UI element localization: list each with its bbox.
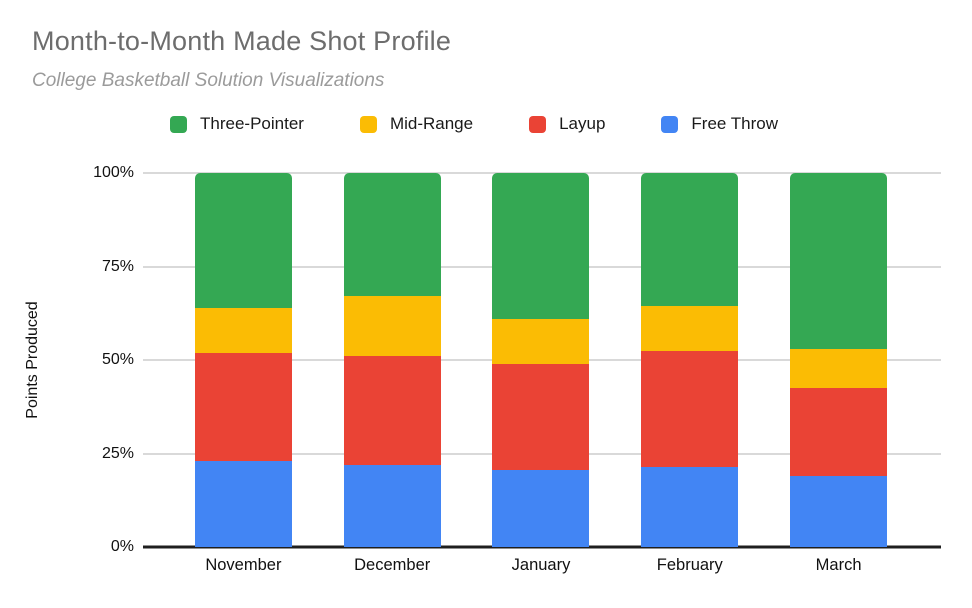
bar-segment-layup xyxy=(492,363,590,471)
bar-slot-november xyxy=(169,173,318,547)
x-axis-label-march: March xyxy=(815,556,862,574)
bar-segment-layup xyxy=(790,388,888,476)
bar-segment-three-pointer xyxy=(343,173,441,297)
legend-label: Layup xyxy=(559,114,606,133)
x-axis-label-february: February xyxy=(656,556,723,574)
legend-item-three-pointer: Three-Pointer xyxy=(170,114,304,134)
bar-segment-three-pointer xyxy=(194,173,292,308)
bar-december xyxy=(343,173,441,547)
legend-label: Mid-Range xyxy=(389,114,474,133)
legend-label: Free Throw xyxy=(691,114,779,133)
bar-segment-mid-range xyxy=(641,305,739,351)
x-axis-label-november: November xyxy=(205,556,282,574)
bar-segment-layup xyxy=(194,352,292,461)
legend-swatch-layup xyxy=(529,115,547,133)
bar-segment-layup xyxy=(641,350,739,467)
legend-label: Three-Pointer xyxy=(200,114,304,133)
bar-february xyxy=(641,173,739,547)
y-axis-tick-label: 50% xyxy=(101,351,134,368)
bar-slot-december xyxy=(318,173,467,547)
bar-segment-three-pointer xyxy=(641,173,739,306)
bar-slot-january xyxy=(467,173,616,547)
legend-swatch-mid-range xyxy=(359,115,377,133)
bar-segment-free-throw xyxy=(790,475,888,547)
bar-segment-three-pointer xyxy=(790,173,888,349)
bar-slot-february xyxy=(615,173,764,547)
bar-november xyxy=(194,173,292,547)
legend-item-free-throw: Free Throw xyxy=(661,114,778,134)
y-axis-title: Points Produced xyxy=(24,301,41,419)
x-axis: November December January February March xyxy=(169,556,913,575)
legend-item-layup: Layup xyxy=(529,114,605,134)
x-axis-baseline xyxy=(143,545,941,549)
bar-segment-free-throw xyxy=(194,460,292,547)
y-axis-tick-label: 25% xyxy=(101,444,134,462)
y-axis-tick-label: 75% xyxy=(101,257,134,275)
bar-segment-mid-range xyxy=(343,296,441,357)
x-axis-label-january: January xyxy=(511,556,571,574)
bar-segment-free-throw xyxy=(641,466,739,547)
bar-march xyxy=(790,173,888,547)
y-axis-tick-label: 0% xyxy=(110,538,134,555)
legend-swatch-three-pointer xyxy=(170,115,187,133)
x-axis-label-december: December xyxy=(354,556,431,574)
bar-segment-mid-range xyxy=(492,318,590,364)
y-axis-tick-label: 100% xyxy=(93,164,134,181)
bar-january xyxy=(492,173,590,547)
bar-segment-layup xyxy=(343,356,441,465)
bar-segment-mid-range xyxy=(194,307,292,353)
legend-swatch-free-throw xyxy=(661,115,679,133)
legend-item-mid-range: Mid-Range xyxy=(359,114,474,134)
bar-slot-march xyxy=(764,173,913,547)
legend: Three-Pointer Mid-Range Layup Free Throw xyxy=(170,114,778,134)
chart-title: Month-to-Month Made Shot Profile xyxy=(32,26,452,56)
chart-subtitle: College Basketball Solution Visualizatio… xyxy=(32,70,385,91)
bar-segment-free-throw xyxy=(492,470,590,547)
bar-segment-free-throw xyxy=(343,464,441,547)
bar-segment-mid-range xyxy=(790,348,888,389)
bar-segment-three-pointer xyxy=(492,173,590,319)
bars-group xyxy=(169,173,913,547)
